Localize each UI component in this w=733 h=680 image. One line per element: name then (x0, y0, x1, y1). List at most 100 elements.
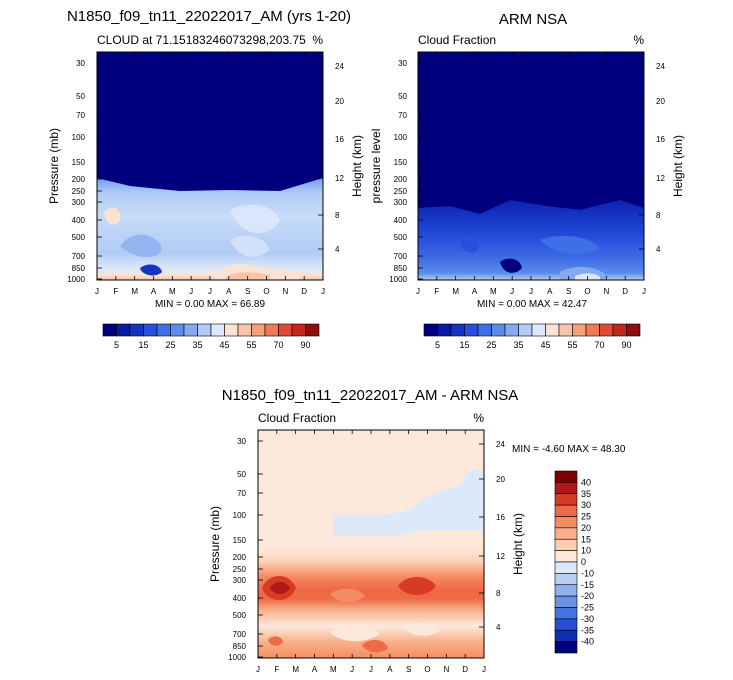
pressure-tick-label: 30 (398, 59, 407, 68)
colorbar-label: 5 (435, 340, 440, 350)
colorbar-label: 35 (581, 489, 591, 499)
pressure-tick-label: 250 (233, 565, 247, 574)
colorbar-swatch (116, 323, 131, 337)
colorbar-swatch (554, 629, 578, 642)
height-tick-label: 12 (496, 552, 505, 561)
colorbar-swatch (612, 323, 627, 337)
panel-diff-title: N1850_f09_tn11_22022017_AM - ARM NSA (222, 387, 519, 404)
panel-model-title: N1850_f09_tn11_22022017_AM (yrs 1-20) (67, 8, 351, 25)
colorbar-label: -30 (581, 614, 594, 624)
colorbar-swatch (554, 550, 578, 563)
colorbar-label: 40 (581, 477, 591, 487)
month-tick-label: N (443, 665, 449, 674)
pressure-tick-label: 50 (398, 92, 407, 101)
month-tick-label: J (350, 665, 354, 674)
month-tick-label: O (584, 287, 590, 296)
pressure-tick-label: 200 (233, 553, 247, 562)
month-tick-label: S (245, 287, 250, 296)
height-tick-label: 8 (656, 211, 661, 220)
pressure-tick-label: 850 (394, 264, 408, 273)
colorbar-label: -10 (581, 568, 594, 578)
colorbar-swatch (626, 323, 641, 337)
panel-model-colorbar: 5 15 25 35 45 55 70 90 (102, 323, 320, 350)
colorbar-swatch (491, 323, 506, 337)
colorbar-label: 90 (621, 340, 631, 350)
pressure-tick-label: 1000 (389, 275, 407, 284)
month-tick-label: J (529, 287, 533, 296)
pressure-tick-label: 300 (72, 198, 86, 207)
height-tick-label: 4 (496, 623, 501, 632)
panel-obs-ticks: 30 50 70 100 150 200 250 300 400 500 700… (389, 59, 665, 284)
panel-diff-subtitle: Cloud Fraction (258, 411, 336, 425)
height-tick-label: 20 (656, 97, 665, 106)
colorbar-swatch (554, 538, 578, 551)
colorbar-swatch (143, 323, 158, 337)
colorbar-swatch (305, 323, 320, 337)
colorbar-label: 20 (581, 523, 591, 533)
pressure-tick-label: 100 (233, 511, 247, 520)
panel-obs: ARM NSA Cloud Fraction % 30 50 70 100 15… (369, 11, 685, 350)
colorbar-swatch (558, 323, 573, 337)
height-tick-label: 12 (656, 174, 665, 183)
month-tick-label: M (452, 287, 459, 296)
panel-model-minmax: MIN = 0.00 MAX = 66.89 (155, 299, 265, 310)
month-tick-label: M (330, 665, 337, 674)
month-tick-label: O (263, 287, 269, 296)
pressure-tick-label: 50 (76, 92, 85, 101)
pressure-tick-label: 700 (72, 252, 86, 261)
colorbar-swatch (554, 595, 578, 608)
month-tick-label: S (566, 287, 571, 296)
colorbar-swatch (554, 516, 578, 529)
colorbar-swatch (554, 607, 578, 620)
colorbar-swatch (554, 504, 578, 517)
month-tick-label: F (113, 287, 118, 296)
colorbar-label: -25 (581, 603, 594, 613)
panel-model-ylabel: Pressure (mb) (47, 128, 61, 204)
colorbar-swatch (237, 323, 252, 337)
colorbar-swatch (554, 584, 578, 597)
height-tick-label: 16 (335, 135, 344, 144)
pressure-tick-label: 30 (237, 437, 246, 446)
colorbar-swatch (545, 323, 560, 337)
colorbar-label: 5 (114, 340, 119, 350)
pressure-tick-label: 150 (72, 158, 86, 167)
height-tick-label: 24 (656, 62, 665, 71)
colorbar-swatch (102, 323, 117, 337)
colorbar-swatch (278, 323, 293, 337)
month-tick-label: J (369, 665, 373, 674)
month-tick-label: J (189, 287, 193, 296)
pressure-tick-label: 400 (394, 216, 408, 225)
pressure-tick-label: 1000 (228, 653, 246, 662)
pressure-tick-label: 700 (233, 630, 247, 639)
pressure-tick-label: 250 (394, 187, 408, 196)
panel-model-field (97, 52, 323, 280)
colorbar-swatch (183, 323, 198, 337)
colorbar-label: 0 (581, 557, 586, 567)
colorbar-swatch (291, 323, 306, 337)
colorbar-label: -20 (581, 591, 594, 601)
height-tick-label: 8 (335, 211, 340, 220)
colorbar-label: 25 (165, 340, 175, 350)
panel-model-units: % (312, 33, 323, 47)
colorbar-swatch (554, 573, 578, 586)
colorbar-swatch (464, 323, 479, 337)
pressure-tick-label: 300 (394, 198, 408, 207)
colorbar-swatch (129, 323, 144, 337)
colorbar-label: 45 (219, 340, 229, 350)
pressure-tick-label: 70 (398, 111, 407, 120)
pressure-tick-label: 70 (237, 489, 246, 498)
colorbar-swatch (450, 323, 465, 337)
colorbar-label: 15 (459, 340, 469, 350)
pressure-tick-label: 500 (72, 233, 86, 242)
colorbar-label: 35 (513, 340, 523, 350)
colorbar-swatch (210, 323, 225, 337)
month-tick-label: A (151, 287, 157, 296)
month-tick-label: J (482, 665, 486, 674)
pressure-tick-label: 700 (394, 252, 408, 261)
panel-diff-units: % (473, 411, 484, 425)
colorbar-label: -15 (581, 580, 594, 590)
